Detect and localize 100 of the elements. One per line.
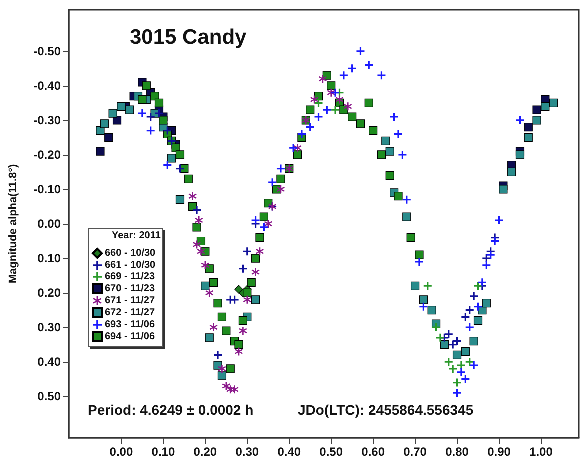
- point: [432, 324, 440, 332]
- point: [112, 116, 122, 125]
- point: [218, 312, 227, 322]
- point: [340, 72, 348, 80]
- point: [516, 116, 524, 124]
- point: [462, 375, 470, 384]
- y-tick-label: 0.40: [38, 355, 62, 370]
- annotation: JDo(LTC): 2455864.556345: [298, 402, 474, 418]
- point: [138, 95, 147, 104]
- point: [332, 106, 340, 114]
- point: [524, 123, 533, 132]
- x-tick-label: 0.50: [320, 445, 344, 458]
- point: [176, 196, 185, 204]
- point: [195, 216, 204, 225]
- point: [243, 288, 252, 298]
- point: [193, 240, 202, 249]
- point: [252, 216, 260, 225]
- point: [436, 334, 444, 342]
- x-tick-label: 0.90: [488, 445, 512, 458]
- point: [482, 299, 491, 308]
- y-tick-label: -0.10: [34, 182, 62, 196]
- point: [306, 106, 315, 114]
- point: [406, 234, 416, 242]
- point: [210, 278, 218, 287]
- point: [142, 82, 151, 90]
- point: [474, 302, 482, 311]
- point: [377, 150, 386, 160]
- point: [314, 99, 323, 108]
- point: [495, 216, 504, 225]
- point: [461, 347, 470, 356]
- y-tick-label: 0.00: [38, 217, 62, 231]
- point: [550, 98, 558, 108]
- point: [193, 206, 202, 214]
- point: [466, 324, 474, 332]
- legend-label: 672 - 11/27: [105, 308, 156, 318]
- point: [188, 192, 197, 200]
- point: [524, 133, 533, 142]
- y-tick-label: -0.40: [34, 78, 62, 93]
- point: [410, 282, 420, 290]
- point: [323, 106, 332, 114]
- point: [251, 296, 260, 304]
- legend-label: 694 - 11/06: [105, 332, 156, 342]
- point: [205, 334, 214, 342]
- point: [201, 261, 210, 270]
- point: [256, 248, 264, 256]
- point: [348, 112, 357, 122]
- point: [457, 368, 466, 376]
- point: [386, 171, 394, 180]
- point: [260, 223, 268, 232]
- point: [327, 82, 336, 90]
- legend-label: 693 - 11/06: [105, 320, 156, 330]
- point: [499, 185, 508, 194]
- point: [201, 282, 210, 290]
- legend-label: 669 - 11/23: [105, 272, 156, 282]
- point: [369, 126, 378, 136]
- x-tick-label: 0.60: [362, 445, 386, 458]
- text: 3015 Candy: [130, 26, 248, 49]
- point: [332, 88, 340, 97]
- point: [402, 212, 412, 222]
- point: [470, 362, 478, 370]
- point: [474, 316, 483, 325]
- point: [310, 96, 319, 104]
- point: [104, 133, 114, 142]
- point: [192, 223, 202, 232]
- point: [318, 75, 327, 84]
- point: [470, 337, 478, 346]
- point: [154, 98, 164, 108]
- point: [168, 154, 176, 163]
- y-tick-label: -0.20: [34, 148, 62, 162]
- point: [96, 126, 105, 136]
- point: [453, 337, 462, 346]
- point: [419, 296, 428, 304]
- point: [176, 164, 184, 173]
- point: [164, 126, 172, 135]
- point: [293, 150, 302, 160]
- point: [398, 150, 407, 159]
- point: [247, 278, 256, 287]
- point: [382, 136, 390, 146]
- point: [470, 292, 478, 300]
- legend-label: 660 - 10/30: [105, 248, 156, 259]
- point: [532, 106, 542, 114]
- point: [420, 302, 428, 311]
- point: [364, 98, 374, 108]
- point: [126, 106, 134, 114]
- point: [541, 102, 550, 111]
- point: [243, 296, 252, 304]
- x-tick-label: 0.00: [110, 445, 134, 458]
- point: [226, 364, 235, 374]
- point: [222, 326, 231, 336]
- point: [210, 324, 218, 332]
- point: [462, 313, 470, 322]
- point: [235, 348, 243, 356]
- x-tick-label: 0.10: [152, 445, 176, 458]
- point: [264, 220, 272, 228]
- point: [214, 299, 222, 308]
- point: [197, 248, 206, 256]
- x-tick-label: 1.00: [530, 445, 554, 458]
- point: [214, 351, 222, 360]
- point: [239, 327, 248, 335]
- point: [230, 296, 239, 304]
